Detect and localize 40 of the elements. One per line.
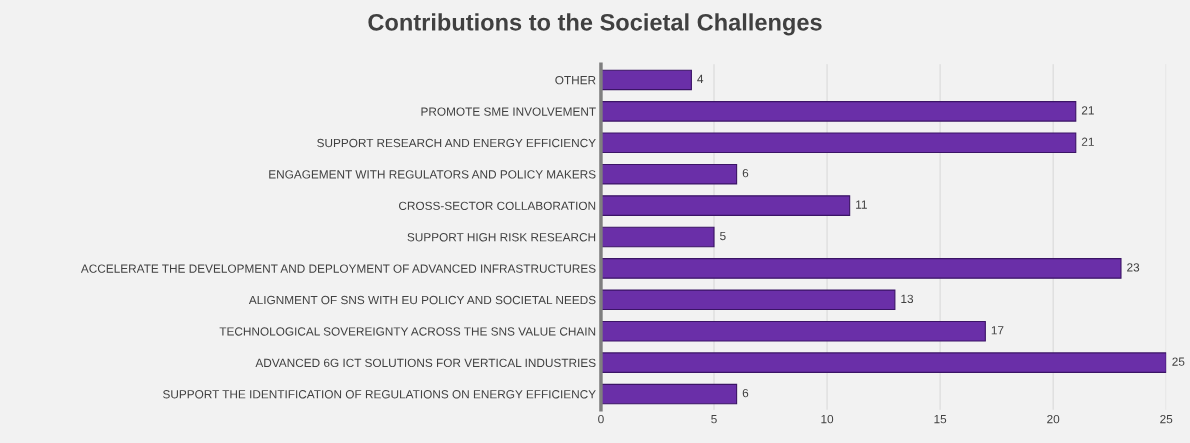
bar [600, 226, 715, 248]
y-tick-label: SUPPORT RESEARCH AND ENERGY EFFICIENCY [317, 138, 596, 148]
y-tick-label: ALIGNMENT OF SNS WITH EU POLICY AND SOCIETAL NEEDS [248, 295, 596, 305]
data-label: 4 [697, 74, 704, 83]
y-tick-label: SUPPORT HIGH RISK RESEARCH [407, 233, 596, 242]
bar [600, 195, 851, 216]
x-tick-label: 10 [821, 414, 834, 424]
data-label: 23 [1127, 263, 1140, 272]
data-label: 21 [1081, 106, 1094, 115]
y-tick-label: SUPPORT THE IDENTIFICATION OF REGULATIONS ON ENERGY EFFICIENCY [163, 390, 596, 399]
data-label: 21 [1081, 137, 1094, 146]
x-tick-label: 15 [934, 415, 947, 424]
x-tick-label: 0 [598, 414, 604, 424]
bar [600, 101, 1077, 122]
data-label: 6 [742, 168, 749, 178]
y-tick-label: PROMOTE SME INVOLVEMENT [421, 107, 596, 116]
data-label: 17 [991, 326, 1004, 335]
data-label: 5 [720, 231, 726, 241]
data-label: 11 [856, 200, 867, 209]
x-tick-label: 25 [1160, 414, 1173, 424]
y-tick-label: CROSS-SECTOR COLLABORATION [399, 201, 596, 210]
chart-title: Contributions to the Societal Challenges [368, 13, 822, 36]
bar [600, 352, 1167, 373]
bar [600, 383, 738, 405]
x-tick-label: 20 [1047, 414, 1060, 424]
bar [600, 132, 1077, 154]
y-tick-label: TECHNOLOGICAL SOVEREIGNTY ACROSS THE SNS VALUE CHAIN [219, 327, 596, 336]
data-label: 6 [742, 388, 749, 398]
bar [600, 320, 986, 342]
bar [600, 258, 1122, 279]
y-tick-label: OTHER [555, 75, 596, 85]
data-label: 25 [1172, 357, 1185, 366]
bar [600, 163, 738, 185]
x-tick-label: 5 [711, 415, 717, 424]
y-tick-label: ADVANCED 6G ICT SOLUTIONS FOR VERTICAL INDUSTRIES [255, 358, 596, 368]
y-tick-label: ACCELERATE THE DEVELOPMENT AND DEPLOYMENT OF ADVANCED INFRASTRUCTURES [80, 264, 596, 273]
bar [600, 289, 896, 311]
data-label: 13 [901, 294, 914, 303]
y-tick-label: ENGAGEMENT WITH REGULATORS AND POLICY MAKERS [269, 170, 596, 179]
bar [600, 69, 692, 91]
